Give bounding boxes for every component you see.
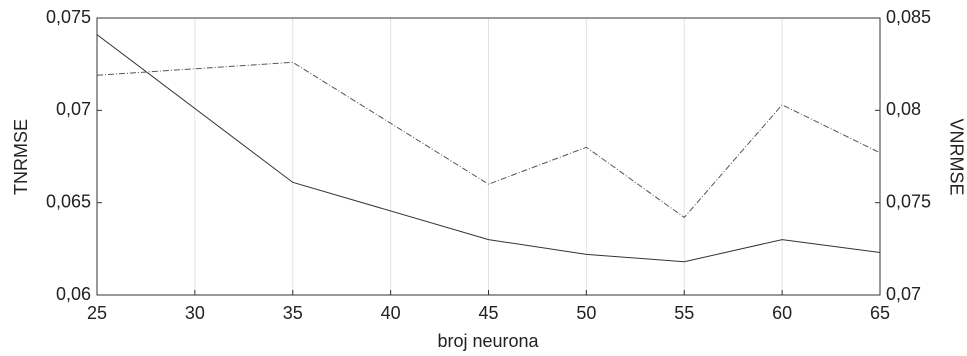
x-tick-label: 50 (576, 303, 596, 323)
x-axis-label: broj neurona (437, 331, 539, 351)
x-tick-label: 25 (87, 303, 107, 323)
x-tick-label: 55 (674, 303, 694, 323)
y2-tick-label: 0,085 (886, 7, 931, 27)
y2-axis-label: VNRMSE (946, 118, 966, 195)
x-tick-label: 45 (478, 303, 498, 323)
x-tick-label: 35 (283, 303, 303, 323)
x-tick-label: 65 (870, 303, 890, 323)
y2-tick-label: 0,075 (886, 191, 931, 211)
plot-frame (96, 17, 881, 296)
y2-tick-label: 0,07 (886, 284, 921, 304)
y-tick-label: 0,065 (46, 191, 91, 211)
series-line (96, 34, 881, 263)
x-tick-label: 60 (772, 303, 792, 323)
series-line (96, 61, 881, 219)
x-tick-label: 40 (381, 303, 401, 323)
y2-tick-label: 0,08 (886, 99, 921, 119)
y-axis-label: TNRMSE (11, 119, 31, 195)
y-tick-label: 0,06 (56, 284, 91, 304)
y-tick-label: 0,075 (46, 7, 91, 27)
x-tick-label: 30 (185, 303, 205, 323)
y-tick-label: 0,07 (56, 99, 91, 119)
